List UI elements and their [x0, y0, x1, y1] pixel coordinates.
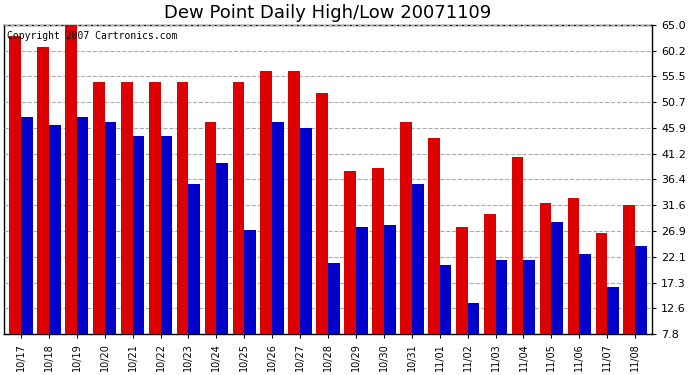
Bar — [456, 228, 468, 334]
Bar — [161, 136, 172, 334]
Bar — [121, 82, 132, 334]
Bar — [9, 36, 21, 334]
Bar — [273, 122, 284, 334]
Bar — [49, 125, 61, 334]
Bar — [635, 246, 647, 334]
Bar — [261, 71, 273, 334]
Bar — [65, 25, 77, 334]
Bar — [356, 228, 368, 334]
Bar — [495, 260, 507, 334]
Bar — [344, 171, 356, 334]
Bar — [551, 222, 563, 334]
Bar — [37, 47, 49, 334]
Bar — [328, 262, 339, 334]
Text: Copyright 2007 Cartronics.com: Copyright 2007 Cartronics.com — [8, 31, 178, 41]
Bar — [205, 122, 217, 334]
Bar — [484, 214, 495, 334]
Bar — [372, 168, 384, 334]
Bar — [217, 163, 228, 334]
Bar — [400, 122, 412, 334]
Bar — [288, 71, 300, 334]
Bar — [607, 287, 619, 334]
Bar — [568, 198, 580, 334]
Bar — [177, 82, 188, 334]
Bar — [21, 117, 32, 334]
Bar — [384, 225, 395, 334]
Bar — [468, 303, 480, 334]
Bar — [595, 233, 607, 334]
Bar — [188, 184, 200, 334]
Bar — [624, 206, 635, 334]
Bar — [105, 122, 117, 334]
Bar — [93, 82, 105, 334]
Bar — [428, 138, 440, 334]
Bar — [233, 82, 244, 334]
Bar — [300, 128, 312, 334]
Bar — [540, 203, 551, 334]
Bar — [512, 158, 524, 334]
Bar — [316, 93, 328, 334]
Bar — [580, 255, 591, 334]
Bar — [132, 136, 144, 334]
Bar — [149, 82, 161, 334]
Bar — [244, 230, 256, 334]
Bar — [412, 184, 424, 334]
Bar — [440, 265, 451, 334]
Title: Dew Point Daily High/Low 20071109: Dew Point Daily High/Low 20071109 — [164, 4, 492, 22]
Bar — [524, 260, 535, 334]
Bar — [77, 117, 88, 334]
